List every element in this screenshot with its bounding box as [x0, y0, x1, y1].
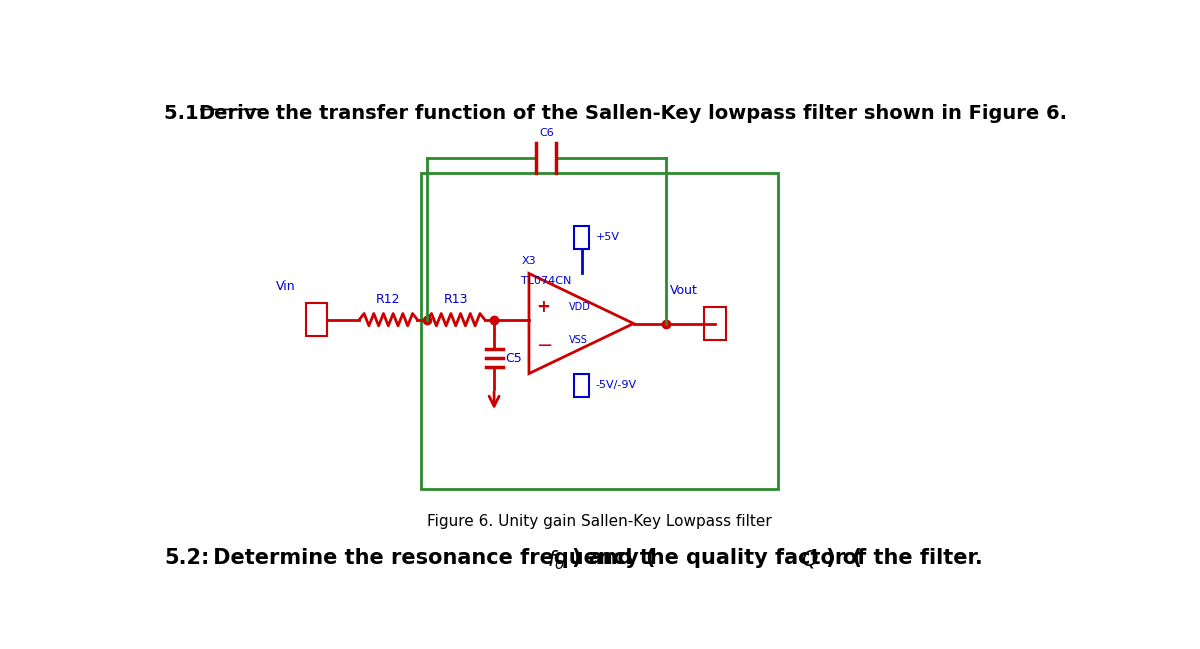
Text: TL074CN: TL074CN — [521, 276, 571, 286]
Text: 5.2:: 5.2: — [164, 548, 209, 569]
Bar — [421, 173, 778, 489]
Text: X3: X3 — [521, 256, 536, 265]
Bar — [306, 304, 328, 336]
Bar — [574, 226, 589, 249]
Text: ) and the quality factor (: ) and the quality factor ( — [572, 548, 863, 569]
Text: VDD: VDD — [569, 302, 592, 312]
Text: +5V: +5V — [595, 232, 619, 242]
Text: R13: R13 — [444, 293, 468, 306]
Text: Vout: Vout — [670, 284, 698, 297]
Text: Derive: Derive — [198, 104, 270, 123]
Text: VSS: VSS — [569, 335, 588, 345]
Text: -5V/-9V: -5V/-9V — [595, 380, 637, 390]
Bar — [704, 308, 726, 339]
Text: R12: R12 — [376, 293, 401, 306]
Bar — [574, 374, 589, 397]
Text: $f_o$: $f_o$ — [547, 548, 564, 572]
Text: $Q$: $Q$ — [802, 548, 818, 570]
Text: 5.1:: 5.1: — [164, 104, 214, 123]
Text: Figure 6. Unity gain Sallen-Key Lowpass filter: Figure 6. Unity gain Sallen-Key Lowpass … — [427, 515, 772, 530]
Text: C6: C6 — [539, 128, 553, 138]
Text: +: + — [536, 298, 551, 315]
Text: Determine the resonance frequency (: Determine the resonance frequency ( — [206, 548, 655, 569]
Text: Vin: Vin — [276, 280, 296, 293]
Text: −: − — [536, 336, 553, 354]
Text: C5: C5 — [505, 352, 522, 365]
Text: the transfer function of the Sallen-Key lowpass filter shown in Figure 6.: the transfer function of the Sallen-Key … — [269, 104, 1067, 123]
Text: ) of the filter.: ) of the filter. — [826, 548, 983, 569]
